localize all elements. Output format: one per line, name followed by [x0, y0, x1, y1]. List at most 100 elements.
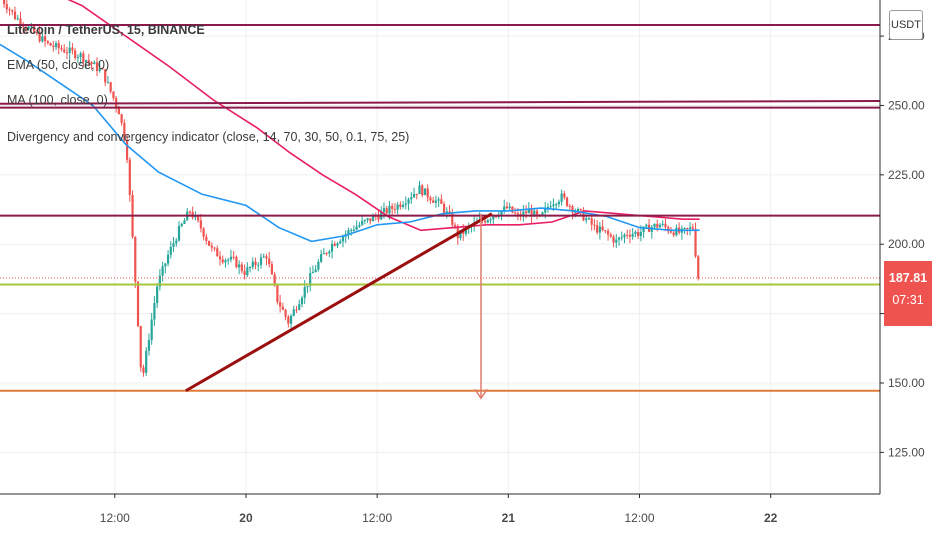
candle-body-10: [27, 26, 30, 29]
candle-body-91: [248, 267, 252, 269]
candle-body-60: [164, 263, 167, 267]
candle-body-17: [46, 41, 49, 44]
candle-body-59: [161, 266, 164, 276]
candle-body-203: [555, 204, 558, 206]
indicator-legend[interactable]: Divergency and convergency indicator (cl…: [7, 130, 410, 144]
candle-body-36: [98, 68, 101, 72]
ema-legend[interactable]: EMA (50, close, 0): [7, 58, 110, 72]
candle-body-83: [227, 259, 230, 261]
candle-body-46: [125, 140, 129, 160]
candle-body-2: [5, 4, 8, 10]
candle-body-247: [675, 227, 678, 236]
candle-body-160: [437, 199, 440, 201]
time-tick-label-2: 12:00: [362, 511, 392, 525]
candle-body-85: [232, 256, 235, 258]
price-axis[interactable]: 125.00150.00175.00200.00225.00250.00275.…: [880, 29, 925, 459]
candle-body-95: [259, 257, 263, 265]
ma-legend[interactable]: MA (100, close, 0): [7, 93, 108, 107]
candle-body-205: [560, 193, 563, 202]
symbol-legend[interactable]: Litecoin / TetherUS, 15, BINANCE: [7, 23, 205, 37]
candle-body-130: [355, 226, 358, 230]
candle-body-105: [287, 316, 290, 324]
candle-body-108: [295, 309, 298, 311]
candle-body-55: [150, 319, 153, 340]
candle-body-89: [243, 271, 246, 276]
candle-body-101: [276, 285, 279, 303]
candle-body-41: [112, 91, 115, 99]
candle-body-135: [369, 218, 372, 222]
drawings[interactable]: [0, 23, 881, 400]
candle-body-8: [22, 25, 25, 27]
ema-50-line: [0, 43, 700, 243]
time-axis[interactable]: 12:00 20 12:00 21 12:00 22: [100, 494, 778, 525]
candle-body-117: [320, 254, 323, 262]
candle-body-161: [440, 199, 443, 204]
candle-body-39: [106, 82, 110, 84]
candle-body-124: [339, 241, 342, 244]
candle-body-211: [576, 208, 580, 212]
candle-body-22: [60, 48, 63, 50]
candle-body-35: [95, 62, 99, 72]
candle-body-31: [84, 60, 88, 62]
candle-body-62: [169, 246, 172, 255]
candle-body-16: [43, 36, 47, 42]
candle-body-208: [568, 205, 571, 207]
candle-body-26: [71, 47, 74, 51]
currency-unit-button[interactable]: USDT: [889, 10, 923, 40]
candle-body-34: [93, 62, 96, 65]
candle-body-110: [300, 297, 304, 305]
candle-body-119: [325, 253, 328, 255]
candle-body-30: [82, 53, 85, 62]
candle-body-64: [175, 240, 178, 244]
candle-body-57: [156, 286, 159, 304]
candle-body-102: [279, 302, 282, 307]
candle-body-255: [697, 256, 700, 279]
candle-body-106: [289, 315, 293, 324]
candle-body-144: [393, 208, 397, 210]
candle-body-156: [426, 188, 429, 198]
candle-body-166: [453, 224, 457, 227]
candle-body-77: [210, 245, 213, 248]
time-tick-label-4: 12:00: [624, 511, 654, 525]
candle-body-232: [634, 232, 637, 234]
candle-body-254: [694, 228, 697, 257]
candle-body-87: [238, 264, 241, 268]
candle-body-235: [642, 226, 645, 233]
candle-body-226: [617, 237, 621, 240]
candle-body-215: [587, 218, 591, 220]
candle-body-149: [407, 199, 410, 204]
candle-body-121: [330, 243, 334, 252]
candle-body-140: [382, 208, 386, 212]
candle-body-138: [377, 216, 380, 220]
candle-body-151: [412, 193, 416, 198]
candle-body-168: [459, 230, 462, 239]
candlestick-series: [2, 0, 700, 377]
candle-body-222: [606, 230, 610, 235]
candle-body-241: [658, 224, 662, 228]
candle-body-75: [205, 236, 208, 241]
candle-body-112: [306, 286, 309, 288]
candle-body-230: [628, 234, 632, 237]
candle-body-187: [511, 206, 514, 213]
candle-body-7: [19, 18, 22, 26]
candle-body-163: [445, 211, 448, 213]
candle-body-209: [571, 206, 574, 213]
candle-body-118: [322, 253, 325, 255]
candle-body-3: [8, 9, 11, 11]
candle-body-61: [166, 254, 170, 264]
candle-body-236: [645, 224, 648, 227]
candle-body-143: [391, 205, 394, 209]
candle-body-145: [396, 204, 399, 210]
candle-body-133: [363, 219, 366, 221]
candle-body-49: [134, 236, 137, 282]
candle-body-6: [16, 18, 19, 20]
candle-body-125: [341, 236, 345, 242]
price-tick-label-4: 225.00: [888, 168, 925, 182]
candle-body-202: [552, 204, 555, 207]
candle-body-86: [235, 256, 238, 268]
candle-body-204: [557, 201, 560, 205]
candle-body-72: [197, 215, 200, 221]
candle-body-5: [13, 11, 17, 20]
candle-body-109: [298, 304, 301, 310]
